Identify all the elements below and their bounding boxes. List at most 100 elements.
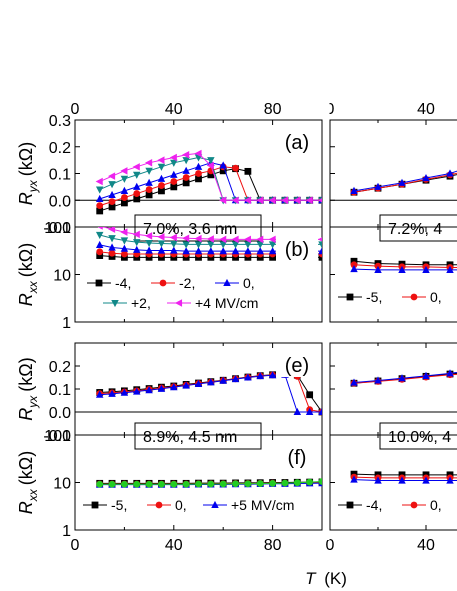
data-point-e-2 [244, 373, 252, 381]
y-tick-label-a: 0.1 [49, 167, 71, 184]
data-point-e-2 [305, 407, 314, 416]
data-point-b-2 [268, 247, 277, 255]
annotation-text-g: 10.0%, 4 [388, 429, 451, 446]
y-tick-label-a: 0.0 [49, 193, 71, 210]
data-point-a-4 [231, 196, 239, 204]
data-point-a-2 [108, 190, 116, 198]
legend-label-f: -5, [111, 497, 127, 513]
x-tick-label-a: 40 [165, 101, 183, 118]
x-tick-label-c: 40 [417, 101, 435, 118]
data-point-b-2 [95, 240, 104, 248]
data-point-a-0 [108, 203, 116, 211]
series-group-g [350, 369, 457, 387]
x-tick-label-c: 0 [326, 101, 335, 118]
data-point-a-4 [182, 151, 190, 159]
data-point-g-2 [398, 374, 406, 382]
data-point-b-2 [318, 247, 322, 255]
series-line-c-2 [353, 170, 457, 192]
data-point-f-3 [269, 479, 276, 487]
data-point-d-2 [374, 265, 382, 273]
data-point-b-3 [231, 241, 240, 249]
data-point-a-4 [169, 153, 177, 162]
data-point-a-2 [219, 161, 227, 169]
data-point-b-4 [169, 233, 177, 242]
data-point-a-0 [244, 167, 252, 175]
legend-marker-b [159, 279, 167, 287]
series-group-d [350, 257, 457, 273]
legend-marker-d [410, 293, 418, 301]
y-axis-title-main-b: R [16, 293, 36, 306]
legend-label-f: 0, [175, 497, 187, 513]
data-point-d-2 [422, 265, 430, 273]
series-line-d-0 [353, 260, 457, 266]
data-point-b-0 [318, 253, 322, 261]
data-point-a-3 [157, 163, 166, 171]
data-point-a-4 [95, 177, 103, 186]
data-point-f-3 [281, 479, 289, 487]
data-point-e-2 [145, 386, 153, 394]
data-point-f-3 [244, 480, 252, 488]
panel-e: -0.1 0.0 0.1 0.2 Ryx (kΩ) (e) 8.9%, 4.5 nm [16, 342, 323, 450]
panel-d: -5, 0, [329, 226, 457, 323]
data-point-b-3 [182, 241, 190, 249]
data-point-c-2 [446, 169, 454, 177]
data-point-a-0 [133, 195, 141, 203]
data-point-d-2 [446, 265, 454, 273]
data-point-b-4 [219, 235, 227, 244]
data-point-g-2 [446, 369, 454, 377]
data-point-b-2 [194, 247, 203, 255]
data-point-a-4 [206, 161, 214, 170]
panel-frame-c [329, 119, 457, 228]
data-point-a-0 [207, 171, 215, 179]
data-point-a-4 [157, 156, 165, 164]
legend-label-d: -5, [366, 289, 382, 305]
data-point-a-4 [243, 196, 251, 204]
legend-marker-h [410, 501, 418, 509]
panel-label-bg-b [276, 235, 318, 261]
y-tick-label-f: 1 [62, 523, 71, 540]
data-point-a-1 [145, 186, 153, 193]
y-tick-label-b: 100 [44, 220, 71, 237]
data-point-f-3 [195, 480, 202, 488]
y-tick-label-e: 0.1 [49, 382, 71, 399]
data-point-a-0 [96, 207, 104, 215]
data-point-b-4 [231, 235, 239, 244]
legend-marker-b [95, 279, 103, 287]
data-point-a-1 [158, 182, 165, 189]
data-point-e-2 [318, 407, 322, 416]
data-point-b-3 [133, 239, 141, 247]
y-axis-title-f: Rxx (kΩ) [16, 451, 40, 514]
data-point-b-2 [133, 245, 141, 253]
x-tick-label-f: 80 [264, 537, 282, 554]
legend-marker-f [155, 501, 163, 509]
panel-label-bg-f [276, 443, 318, 469]
data-point-g-2 [422, 371, 430, 379]
data-point-f-3 [306, 478, 314, 486]
legend-label-h: 0, [430, 497, 442, 513]
panel-a: -0.1 0.0 0.1 0.2 0.30 40 80 Ryx (kΩ) (a) 7.0%, 3.6… [16, 101, 323, 242]
annotation-text-a: 7.0%, 3.6 nm [143, 221, 237, 238]
data-point-b-2 [207, 247, 215, 255]
data-point-f-3 [158, 480, 165, 488]
data-point-b-3 [145, 239, 153, 248]
data-point-a-0 [195, 175, 202, 183]
y-axis-title-e: Ryx (kΩ) [16, 357, 40, 420]
data-point-b-4 [145, 232, 153, 240]
y-tick-label-e: 0.2 [49, 359, 71, 376]
data-point-f-3 [256, 480, 264, 487]
data-point-f-3 [170, 480, 178, 488]
data-point-e-2 [108, 389, 116, 397]
x-tick-label-a: 80 [264, 101, 282, 118]
data-point-a-4 [194, 149, 202, 158]
data-point-f-3 [145, 480, 153, 488]
data-point-a-2 [157, 174, 166, 182]
y-tick-label-a: 0.3 [49, 113, 71, 130]
series-group-e [95, 370, 322, 416]
series-line-c-1 [353, 172, 457, 193]
legend-label-b: -2, [179, 275, 195, 291]
data-point-f-3 [318, 478, 322, 485]
series-group-c [350, 169, 457, 196]
data-point-e-2 [293, 407, 302, 416]
data-point-a-4 [120, 167, 128, 175]
